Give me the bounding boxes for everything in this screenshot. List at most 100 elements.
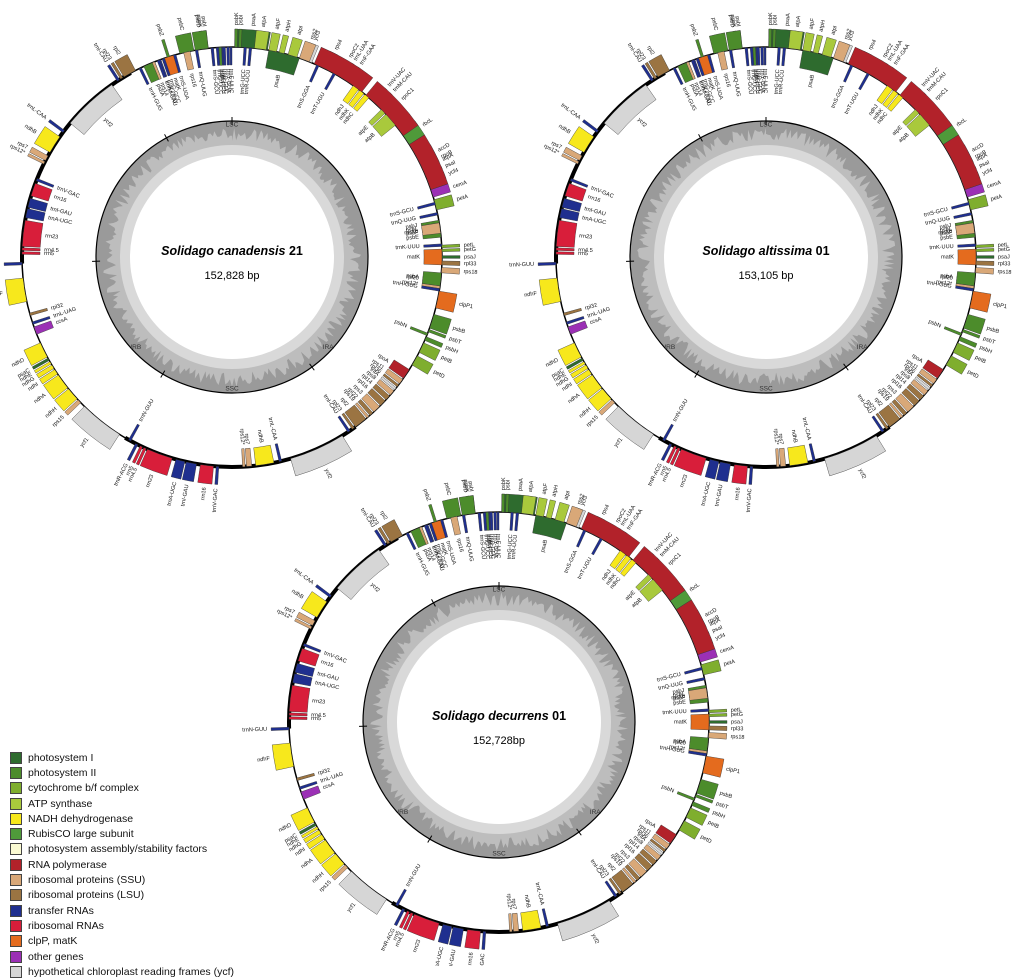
gene-trnS-GGA — [309, 65, 319, 82]
gene-label: trnI-GAU — [447, 949, 457, 966]
legend-swatch — [10, 905, 22, 917]
gene-trnD-GUC — [757, 47, 760, 65]
gene-label: ndhB — [290, 589, 304, 601]
region-label-ssc: SSC — [759, 386, 773, 393]
gene-label: psbK — [234, 12, 240, 25]
gene-label: ycf2 — [857, 468, 867, 480]
gene-label: psbH — [444, 345, 458, 356]
gene-label: clpP1 — [992, 302, 1007, 311]
gene-label: psbT — [982, 336, 996, 346]
legend-label: RubisCO large subunit — [28, 828, 134, 840]
gene-label: rps16 — [722, 73, 731, 88]
sample-number: 01 — [549, 709, 566, 723]
legend-swatch — [10, 843, 22, 855]
gene-trnS-GCU — [478, 513, 482, 531]
gene-psbA — [956, 271, 975, 285]
legend-swatch — [10, 782, 22, 794]
gene-rpl33 — [709, 726, 727, 731]
gene-label: trnQ-UUG — [197, 71, 207, 97]
gene-label: rpl2 — [111, 45, 121, 56]
gene-trnV-GAC — [215, 466, 219, 484]
gene-label: ndhH — [311, 871, 325, 884]
gene-label: trnN-GUU — [672, 398, 689, 423]
gene-label: trnT-UGU — [844, 92, 861, 116]
gene-matK — [424, 249, 442, 265]
legend-item: clpP, matK — [10, 934, 310, 949]
legend-label: clpP, matK — [28, 935, 77, 947]
gene-psbD — [459, 495, 475, 515]
legend-item: cytochrome b/f complex — [10, 781, 310, 796]
gene-label: rps18 — [997, 269, 1011, 276]
gene-ycf1 — [606, 406, 654, 449]
gene-atpF — [536, 498, 548, 517]
gene-rpl33 — [442, 261, 460, 266]
gene-trnV-GAC — [482, 931, 486, 949]
gene-rps18 — [975, 268, 993, 275]
gene-label: psbN — [927, 319, 941, 329]
gene-rps12* — [509, 914, 513, 932]
gene-clpP1 — [970, 291, 991, 312]
gene-trnK-UUU — [958, 244, 976, 248]
gene-label: petB — [707, 820, 720, 830]
genome-length: 153,105 bp — [738, 270, 793, 282]
gene-label: clpP1 — [458, 302, 473, 311]
gene-ycf2 — [291, 436, 352, 476]
gene-rrn5 — [289, 717, 307, 720]
gene-label: ndhH — [578, 406, 592, 419]
gene-trnI-GAU — [182, 462, 196, 482]
region-label-lsc: LSC — [493, 587, 506, 594]
legend-label: NADH dehydrogenase — [28, 813, 133, 825]
gene-label: trnA-UGC — [167, 481, 179, 506]
gene-ycf2 — [558, 901, 619, 941]
gene-trnS-GCU — [417, 202, 435, 209]
gene-rps18 — [708, 733, 726, 740]
gene-trnQ-UUG — [420, 212, 438, 218]
gene-label: psbZ — [155, 23, 165, 37]
gene-label: ndhD — [545, 357, 560, 368]
gene-label: ndhB — [523, 894, 531, 908]
gene-trnN-GUU — [396, 889, 407, 906]
legend-label: cytochrome b/f complex — [28, 782, 139, 794]
gene-label: atpH — [284, 19, 293, 32]
gene-label: petA — [723, 659, 736, 668]
gene-label: trnK-UUU — [929, 244, 954, 251]
gene-petG — [709, 713, 727, 716]
gene-rrn23 — [140, 449, 172, 475]
gene-label: trnI-GAU — [180, 484, 190, 507]
legend-item: RNA polymerase — [10, 857, 310, 872]
gene-trnE-UUC — [764, 47, 766, 65]
legend-swatch — [10, 813, 22, 825]
gene-label: psbT — [715, 801, 729, 811]
gene-petL — [709, 709, 727, 713]
gene-rrn23 — [556, 220, 577, 247]
gene-atpF — [803, 33, 815, 52]
genome-map-1: LSCSSCIRAIRBpsaApsaBycf3trnS-GGArps4trnT… — [0, 12, 478, 513]
region-label-ira: IRA — [857, 344, 869, 351]
genome-length: 152,728bp — [473, 735, 525, 747]
genome-map-3: LSCSSCIRAIRBpsaApsaBycf3trnS-GGArps4trnT… — [242, 477, 744, 966]
gene-petG — [442, 248, 460, 251]
gene-trnT-UGU — [591, 538, 602, 555]
gene-rpl32 — [30, 308, 48, 315]
gene-label: psaA — [518, 478, 525, 492]
gene-label: psbD — [727, 14, 735, 28]
gene-label: psbD — [460, 479, 468, 493]
legend-swatch — [10, 951, 22, 963]
sample-number: 21 — [285, 244, 302, 258]
legend-swatch — [10, 798, 22, 810]
gene-label: rps12* — [505, 893, 512, 910]
gene-label: rrn23 — [45, 233, 59, 240]
gene-label: rpl33 — [998, 261, 1011, 267]
gene-label: psbB — [986, 326, 1000, 336]
gene-label: ndhF — [524, 291, 538, 299]
gene-petG — [976, 248, 994, 251]
legend-item: photosystem assembly/stability factors — [10, 842, 310, 857]
gene-label: psaB — [807, 74, 816, 88]
gene-label: trnL-CAA — [267, 417, 278, 441]
gene-label: rbcL — [422, 117, 434, 128]
gene-label: psbB — [452, 326, 466, 336]
gene-label: psbN — [660, 784, 674, 794]
gene-label: rpoC1 — [400, 87, 415, 102]
region-label-ira: IRA — [323, 344, 335, 351]
gene-psbZ — [162, 39, 170, 57]
